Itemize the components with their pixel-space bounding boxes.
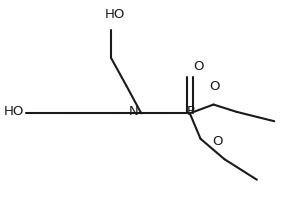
Text: O: O [193,60,204,73]
Text: HO: HO [4,105,24,118]
Text: O: O [210,80,220,93]
Text: HO: HO [105,8,125,21]
Text: O: O [213,135,223,148]
Text: P: P [187,105,195,118]
Text: N: N [129,105,138,118]
